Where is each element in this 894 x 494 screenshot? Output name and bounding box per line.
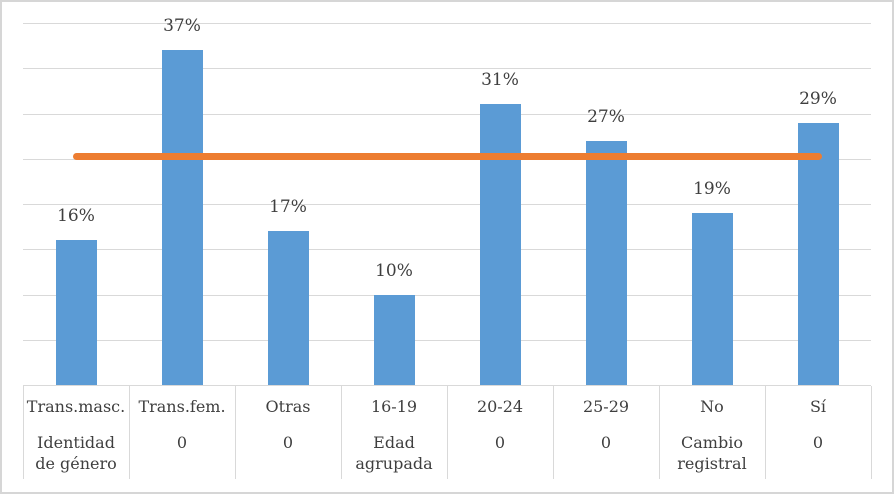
group-label: 0 [812, 433, 824, 452]
group-label: 0 [282, 433, 294, 452]
group-label: 0 [600, 433, 612, 452]
bar [161, 50, 203, 385]
column-separator [447, 386, 448, 479]
column-separator [659, 386, 660, 479]
column-separator [129, 386, 130, 479]
gridline [23, 68, 871, 69]
reference-line [72, 152, 822, 160]
column-separator [235, 386, 236, 479]
group-label: Identidad de género [35, 433, 117, 473]
bar-data-label: 16% [57, 206, 95, 227]
bar [691, 213, 733, 385]
bar-data-label: 29% [799, 88, 837, 109]
gridline [23, 340, 871, 341]
bar-data-label: 37% [163, 16, 201, 37]
bar [797, 122, 839, 385]
gridline [23, 114, 871, 115]
column-separator [871, 386, 872, 479]
category-label: Otras [265, 397, 311, 416]
group-label: 0 [494, 433, 506, 452]
bar [585, 140, 627, 385]
column-separator [553, 386, 554, 479]
category-label: 25-29 [582, 397, 630, 416]
x-axis-line [23, 385, 871, 386]
bar [55, 240, 97, 385]
gridline [23, 204, 871, 205]
category-label: Sí [809, 397, 827, 416]
group-label: 0 [176, 433, 188, 452]
category-label: 20-24 [476, 397, 524, 416]
column-separator [765, 386, 766, 479]
column-separator [23, 386, 24, 479]
category-label: No [700, 397, 724, 416]
column-separator [341, 386, 342, 479]
category-label: 16-19 [370, 397, 418, 416]
gridline [23, 23, 871, 24]
bar [373, 294, 415, 385]
bar-data-label: 31% [481, 70, 519, 91]
bar-data-label: 17% [269, 197, 307, 218]
gridline [23, 249, 871, 250]
bar-data-label: 27% [587, 106, 625, 127]
bar-data-label: 19% [693, 179, 731, 200]
group-label: Edad agrupada [355, 433, 433, 473]
gridline [23, 295, 871, 296]
category-label: Trans.fem. [138, 397, 226, 416]
bar [479, 104, 521, 385]
bar-data-label: 10% [375, 260, 413, 281]
category-label: Trans.masc. [26, 397, 126, 416]
group-label: Cambio registral [677, 433, 747, 473]
bar [267, 231, 309, 385]
